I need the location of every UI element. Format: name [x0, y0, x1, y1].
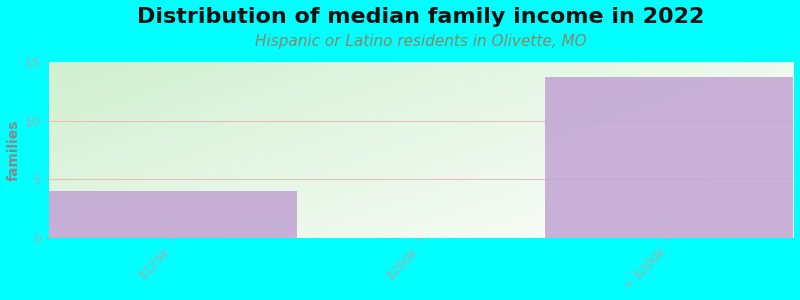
Y-axis label: families: families: [7, 119, 21, 181]
Text: Hispanic or Latino residents in Olivette, MO: Hispanic or Latino residents in Olivette…: [255, 34, 586, 50]
Bar: [545, 77, 793, 238]
Bar: [49, 191, 297, 238]
Title: Distribution of median family income in 2022: Distribution of median family income in …: [137, 7, 705, 27]
